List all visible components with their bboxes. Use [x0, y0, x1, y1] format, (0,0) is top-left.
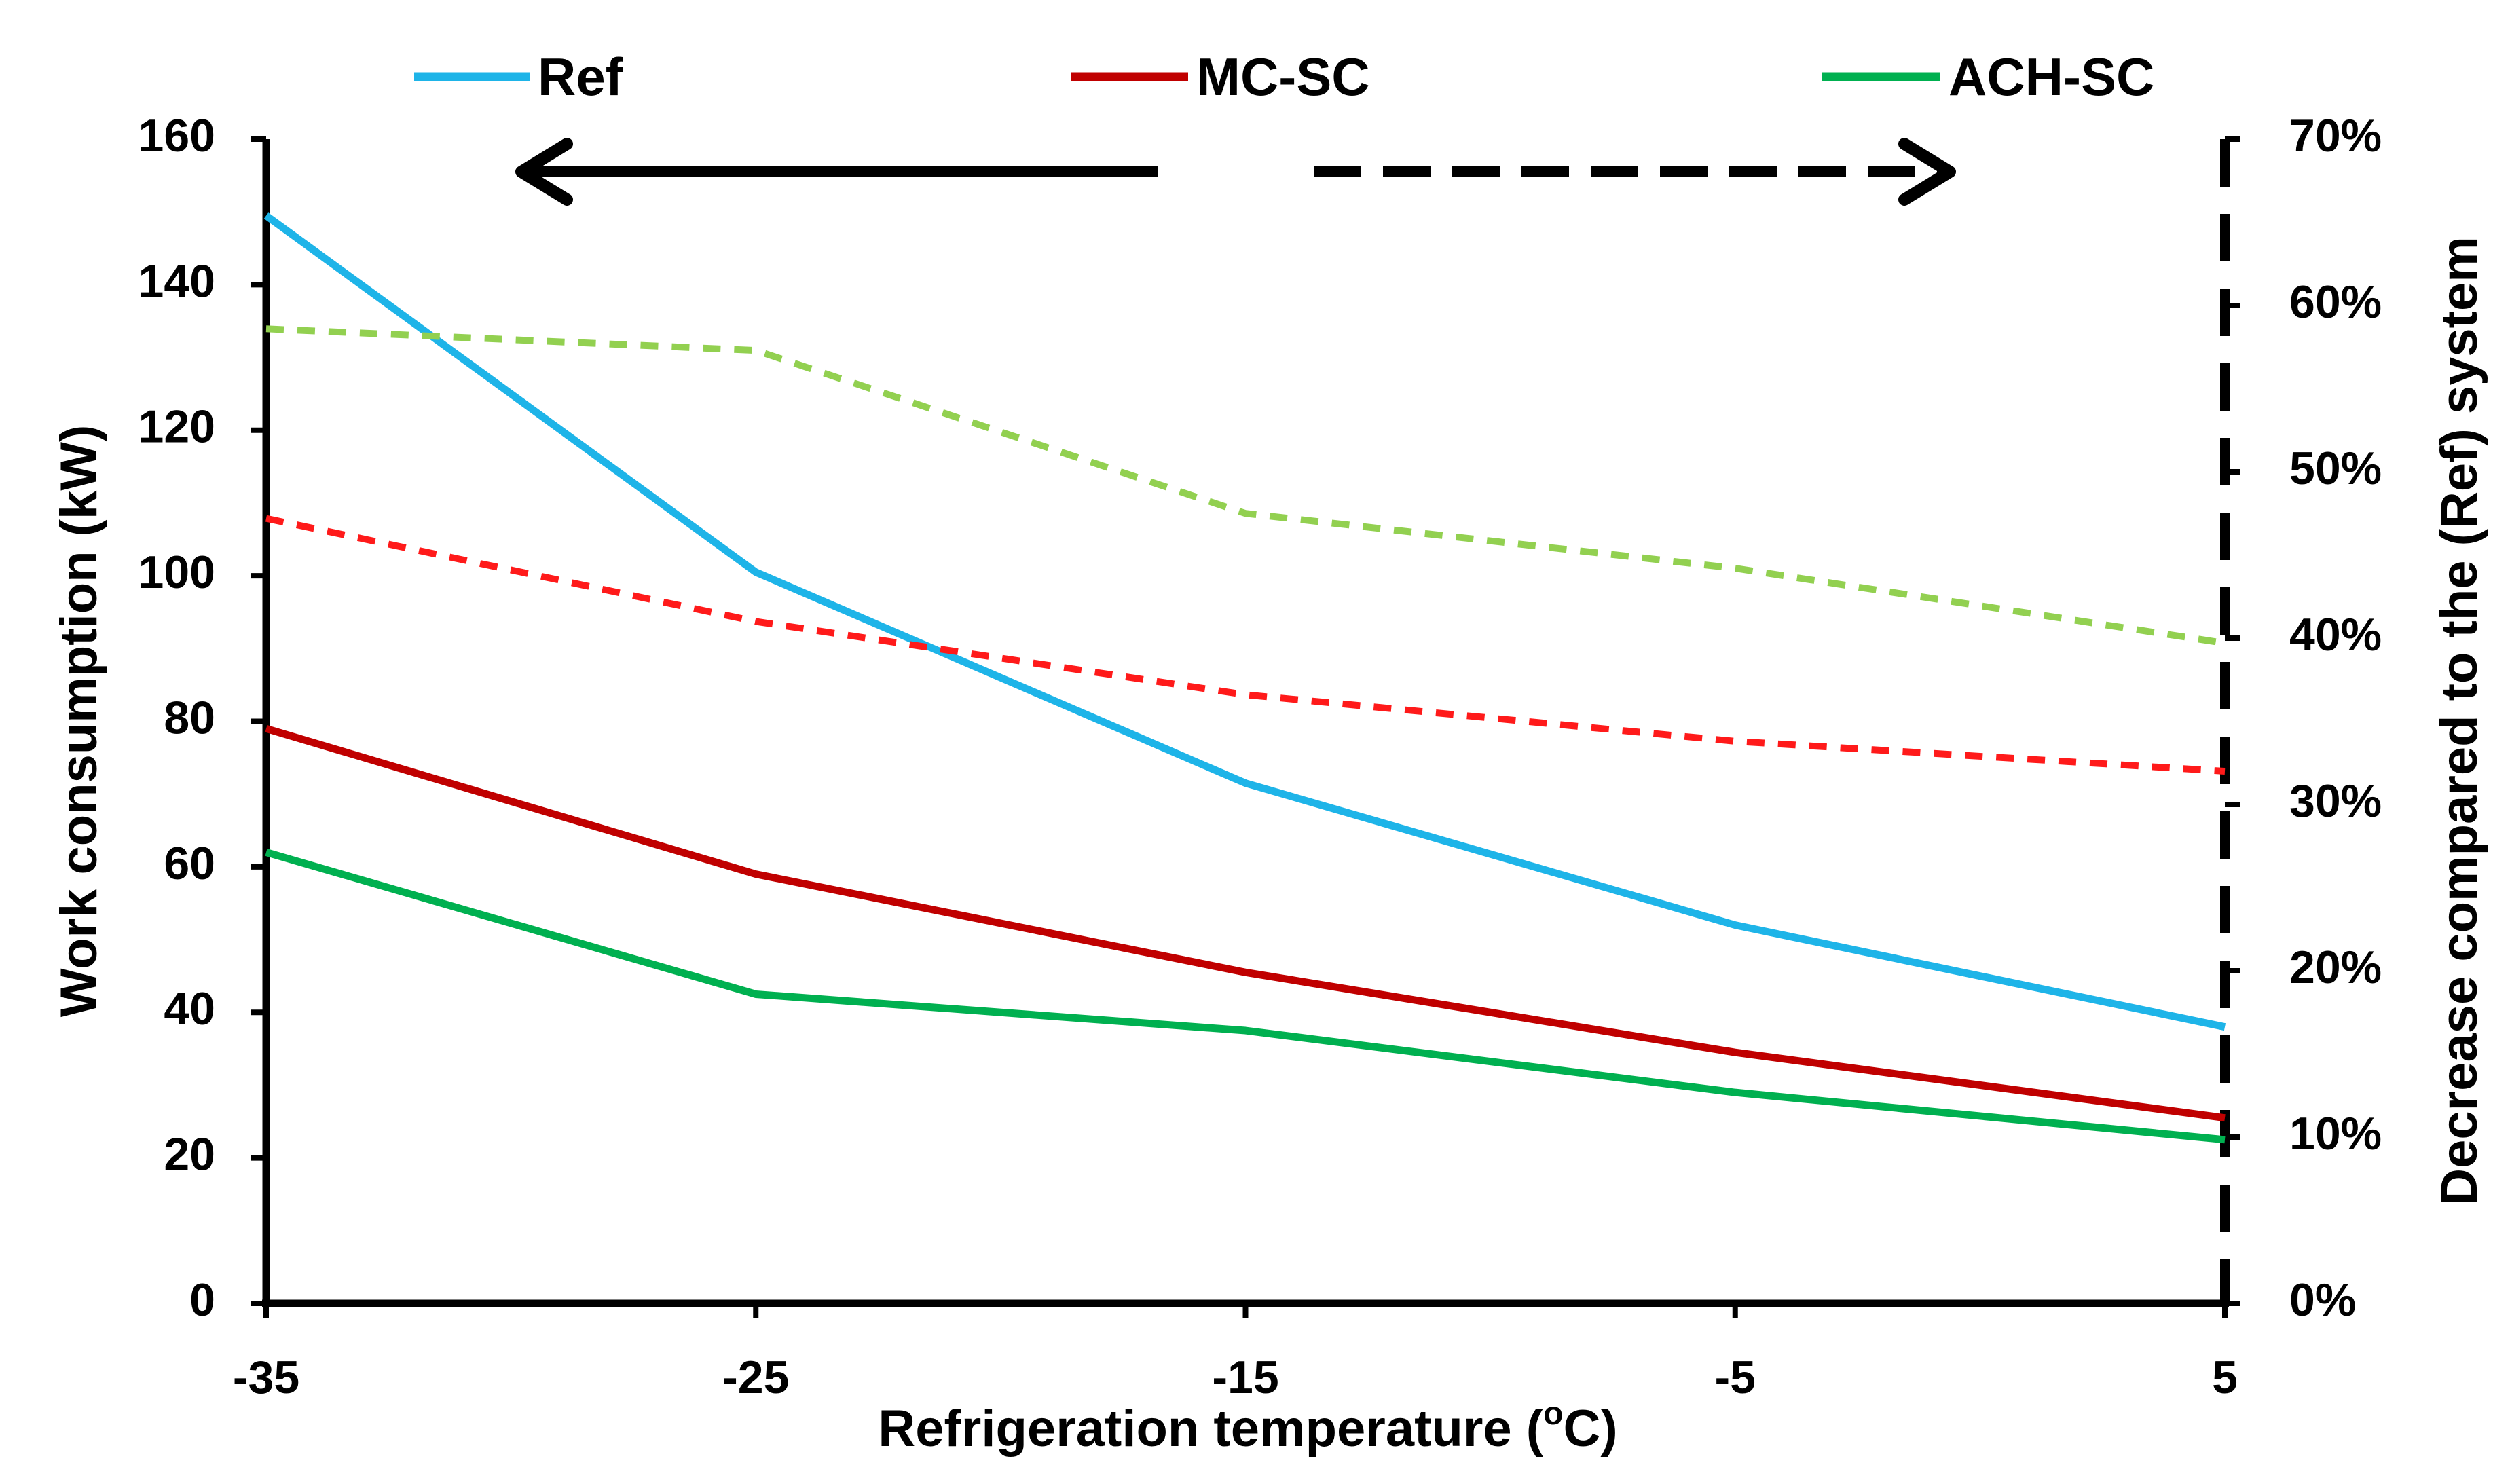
x-axis-title-sup: o — [1543, 1396, 1563, 1432]
right-y-tick-label: 60% — [2289, 276, 2382, 328]
left-y-tick-label: 160 — [139, 110, 215, 162]
left-y-tick-label: 40 — [164, 983, 215, 1035]
x-tick-label: -35 — [233, 1352, 299, 1403]
right-y-tick-label: 40% — [2289, 609, 2382, 661]
left-axis-arrow — [515, 138, 1158, 206]
x-axis-title: Refrigeration temperature (oC) — [878, 1396, 1617, 1458]
left-y-tick-label: 20 — [164, 1129, 215, 1181]
left-y-tick-label: 120 — [139, 401, 215, 453]
left-y-tick-label: 80 — [164, 692, 215, 743]
right-y-tick-label: 50% — [2289, 443, 2382, 494]
left-y-tick-label: 140 — [139, 255, 215, 307]
y-axis-title: Work consumption (kW) — [50, 425, 108, 1018]
legend: Ref MC-SC ACH-SC — [414, 47, 2154, 107]
left-y-ticks: 0 20 40 60 80 100 120 140 160 — [139, 110, 266, 1326]
legend-label-ref: Ref — [538, 47, 624, 107]
y2-axis-title: Decrease compared to the (Ref) system — [2431, 236, 2488, 1206]
right-y-tick-label: 20% — [2289, 942, 2382, 993]
right-y-tick-label: 30% — [2289, 775, 2382, 827]
right-y-tick-label: 70% — [2289, 110, 2382, 162]
right-y-ticks: 0% 10% 20% 30% 40% 50% 60% 70% — [2225, 110, 2382, 1326]
series-line-ref — [263, 212, 2226, 1031]
x-tick-label: -5 — [1715, 1352, 1756, 1403]
left-y-tick-label: 0 — [189, 1274, 215, 1326]
series-layer — [263, 212, 2226, 1144]
series-line-ach-sc — [265, 849, 2226, 1144]
x-axis-title-suffix: C) — [1563, 1400, 1617, 1458]
right-y-tick-label: 10% — [2289, 1108, 2382, 1160]
series-line-mc-sc — [265, 724, 2226, 1122]
x-tick-label: -25 — [722, 1352, 789, 1403]
legend-label-mc-sc: MC-SC — [1196, 47, 1370, 107]
x-tick-label: -15 — [1212, 1352, 1278, 1403]
right-axis-arrow — [1314, 138, 1956, 206]
left-y-tick-label: 100 — [139, 546, 215, 598]
legend-label-ach-sc: ACH-SC — [1949, 47, 2154, 107]
x-ticks: -35 -25 -15 -5 5 — [233, 1303, 2238, 1403]
right-y-tick-label: 0% — [2289, 1274, 2356, 1326]
x-axis-title-main: Refrigeration temperature ( — [878, 1400, 1543, 1458]
x-tick-label: 5 — [2212, 1352, 2238, 1403]
left-y-tick-label: 60 — [164, 838, 215, 889]
series-line-ach-sc-decrease — [265, 325, 2226, 647]
